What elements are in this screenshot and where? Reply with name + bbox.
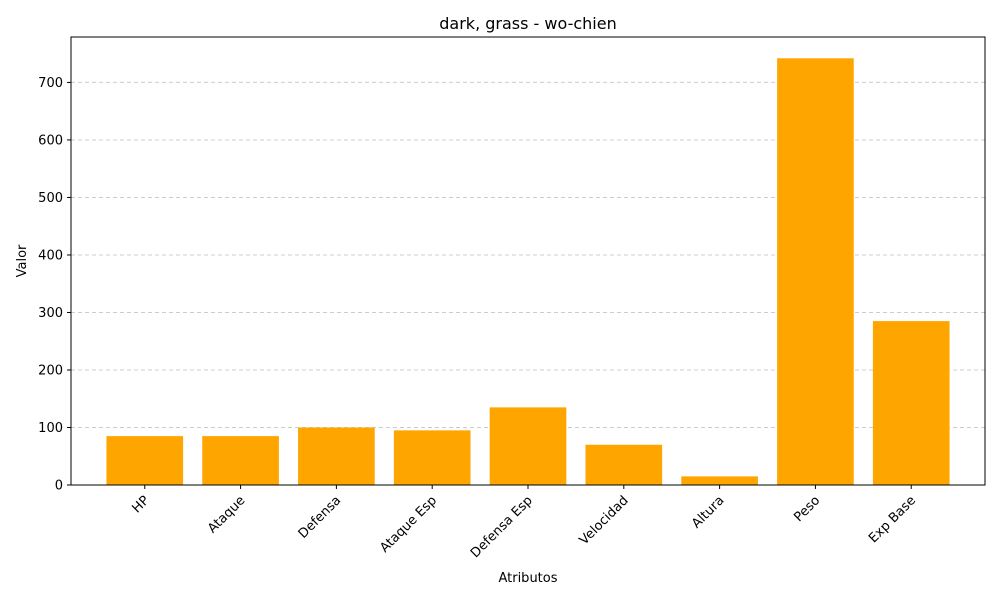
x-tick-label: Ataque	[205, 493, 248, 536]
bar-ataque-esp	[393, 430, 471, 485]
bar-ataque	[202, 436, 279, 485]
bar-altura	[681, 476, 758, 485]
x-tick-label: Peso	[791, 493, 823, 525]
chart-title: dark, grass - wo-chien	[439, 14, 616, 33]
x-tick-label: Ataque Esp	[377, 493, 440, 556]
bar-defensa	[298, 427, 375, 485]
bar-exp-base	[872, 321, 950, 485]
y-axis-ticks: 0 100 200 300 400 500 600 700	[38, 76, 71, 494]
x-tick-label: Altura	[689, 493, 727, 531]
y-tick-label: 100	[38, 421, 63, 436]
x-tick-label: Defensa Esp	[468, 493, 536, 561]
bars	[106, 58, 950, 485]
y-tick-label: 700	[38, 76, 63, 91]
y-tick-label: 200	[38, 363, 63, 378]
x-axis-ticks: HP Ataque Defensa Ataque Esp Defensa Esp Velo…	[130, 485, 919, 561]
y-axis-label: Valor	[15, 244, 30, 277]
bar-velocidad	[585, 444, 663, 485]
y-tick-label: 600	[38, 133, 63, 148]
x-tick-label: Exp Base	[866, 493, 919, 546]
bar-hp	[106, 436, 184, 485]
x-tick-label: Velocidad	[577, 493, 632, 548]
y-tick-label: 0	[55, 479, 63, 494]
x-tick-label: Defensa	[296, 493, 344, 541]
bar-defensa-esp	[489, 407, 567, 485]
x-axis-label: Atributos	[498, 571, 557, 586]
y-tick-label: 300	[38, 306, 63, 321]
y-tick-label: 500	[38, 191, 63, 206]
x-tick-label: HP	[130, 493, 153, 516]
bar-peso	[777, 58, 854, 485]
y-tick-label: 400	[38, 248, 63, 263]
